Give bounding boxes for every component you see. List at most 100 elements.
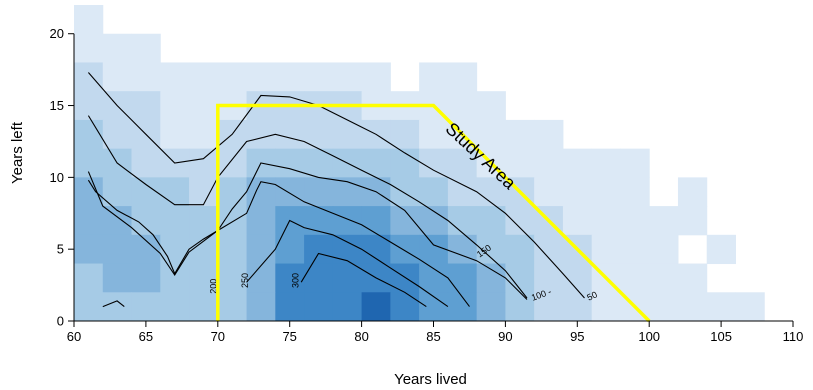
heatmap-cell [476, 263, 506, 293]
heatmap-cell [217, 148, 248, 178]
heatmap-cell [447, 148, 478, 178]
heatmap-cell [74, 206, 104, 236]
heatmap-cell [74, 33, 104, 63]
heatmap-cell [160, 263, 190, 293]
heatmap-cell [447, 177, 478, 207]
x-axis-title: Years lived [394, 371, 467, 388]
heatmap-cell [476, 292, 506, 322]
heatmap-cell [102, 119, 133, 150]
heatmap-cell [390, 234, 420, 265]
heatmap-cell [131, 91, 161, 121]
contour-line [87, 72, 585, 299]
axes: 60 65 70 75 80 85 90 95 100 105 110 0 5 10 15 20 Years… [9, 26, 803, 388]
heatmap-cell [304, 292, 334, 322]
heatmap-cell [189, 234, 219, 265]
heatmap-cell [304, 119, 334, 150]
heatmap-cell [390, 119, 420, 150]
heatmap-cell [189, 206, 219, 236]
x-tick-label: 80 [354, 329, 368, 344]
heatmap-cell [505, 234, 535, 265]
contour-lines [87, 72, 585, 308]
heatmap-cell [332, 62, 363, 92]
heatmap-cell [246, 234, 276, 265]
heatmap-cell [131, 292, 161, 322]
contour-label: 300 [290, 273, 300, 288]
heatmap-cell [562, 292, 593, 322]
y-tick-label: 0 [57, 314, 64, 329]
heatmap-cell [332, 263, 363, 293]
heatmap-cell [649, 263, 679, 293]
x-tick-label: 105 [710, 329, 732, 344]
y-axis-ticks: 0 5 10 15 20 [50, 26, 74, 329]
x-axis-ticks: 60 65 70 75 80 85 90 95 100 105 110 [67, 321, 804, 344]
heatmap-cell [246, 292, 276, 322]
heatmap-cell [447, 263, 478, 293]
contour-line [102, 300, 125, 308]
contour-line [300, 252, 427, 308]
heatmap-cell [246, 263, 276, 293]
study-area-outline [216, 103, 651, 323]
heatmap-cell [534, 292, 564, 322]
heatmap-cell [304, 148, 334, 178]
heatmap-cell [735, 292, 765, 322]
heatmap-cell [562, 177, 593, 207]
heatmap-cell [332, 234, 363, 265]
heatmap-cell [562, 148, 593, 178]
x-tick-label: 95 [570, 329, 584, 344]
heatmap-cell [131, 148, 161, 178]
x-tick-label: 65 [139, 329, 153, 344]
heatmap-cell [217, 234, 248, 265]
heatmap-cell [361, 206, 391, 236]
heatmap-cell [534, 177, 564, 207]
heatmap-cell [447, 206, 478, 236]
heatmap-cell [74, 234, 104, 265]
heatmap-cell [562, 206, 593, 236]
heatmap-cell [189, 91, 219, 121]
x-tick-label: 100 [638, 329, 660, 344]
heatmap-cell [505, 206, 535, 236]
heatmap-cells [74, 5, 765, 322]
heatmap-cell [419, 263, 449, 293]
x-tick-label: 85 [426, 329, 440, 344]
heatmap-cell [620, 206, 650, 236]
heatmap-cell [275, 119, 305, 150]
y-tick-label: 20 [50, 26, 64, 41]
x-tick-label: 75 [282, 329, 296, 344]
heatmap-cell [304, 206, 334, 236]
heatmap-cell [131, 263, 161, 293]
heatmap-cell [160, 119, 190, 150]
heatmap-cell [419, 119, 449, 150]
heatmap-cell [591, 177, 621, 207]
contour-label: 250 [240, 273, 250, 288]
heatmap-cell [419, 148, 449, 178]
x-tick-label: 110 [783, 329, 804, 344]
heatmap-cell [562, 263, 593, 293]
heatmap-cell [275, 263, 305, 293]
heatmap-cell [189, 148, 219, 178]
heatmap-cell [677, 263, 708, 293]
heatmap-cell [275, 62, 305, 92]
heatmap-cell [217, 263, 248, 293]
heatmap-cell [591, 292, 621, 322]
heatmap-cell [447, 62, 478, 92]
heatmap-cell [534, 148, 564, 178]
heatmap-cell [102, 33, 133, 63]
heatmap-cell [102, 292, 133, 322]
heatmap-cell [160, 206, 190, 236]
heatmap-cell [390, 292, 420, 322]
heatmap-cell [131, 33, 161, 63]
contour-line [246, 219, 449, 308]
heatmap-cell [649, 206, 679, 236]
heatmap-cell [304, 62, 334, 92]
heatmap-cell [706, 292, 736, 322]
heatmap-cell [160, 91, 190, 121]
heatmap-cell [160, 292, 190, 322]
contour-line [87, 162, 528, 300]
heatmap-cell [102, 62, 133, 92]
x-tick-label: 70 [211, 329, 225, 344]
heatmap-cell [591, 206, 621, 236]
contour-label: 50 [585, 289, 598, 302]
heatmap-cell [189, 263, 219, 293]
heatmap-cell [476, 91, 506, 121]
heatmap-cell [505, 263, 535, 293]
